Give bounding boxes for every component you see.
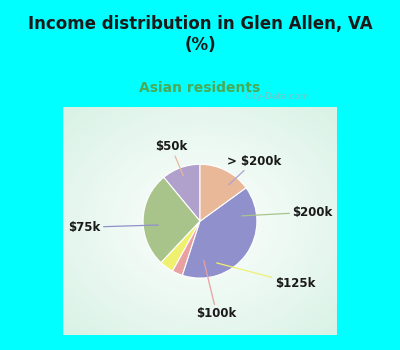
Wedge shape — [200, 164, 246, 221]
Text: Asian residents: Asian residents — [139, 81, 261, 95]
Text: > $200k: > $200k — [227, 155, 281, 185]
Wedge shape — [182, 188, 257, 278]
Wedge shape — [143, 177, 200, 262]
Wedge shape — [164, 164, 200, 221]
Title: Income distribution in Glen Allen, VA
(%): Income distribution in Glen Allen, VA (%… — [28, 15, 372, 54]
Text: City-Data.com: City-Data.com — [245, 91, 309, 100]
Wedge shape — [172, 221, 200, 275]
Text: $200k: $200k — [242, 205, 332, 219]
Text: $75k: $75k — [68, 221, 158, 234]
Wedge shape — [161, 221, 200, 271]
Text: $100k: $100k — [196, 261, 237, 320]
Text: $125k: $125k — [217, 263, 315, 290]
Text: $50k: $50k — [155, 140, 187, 176]
